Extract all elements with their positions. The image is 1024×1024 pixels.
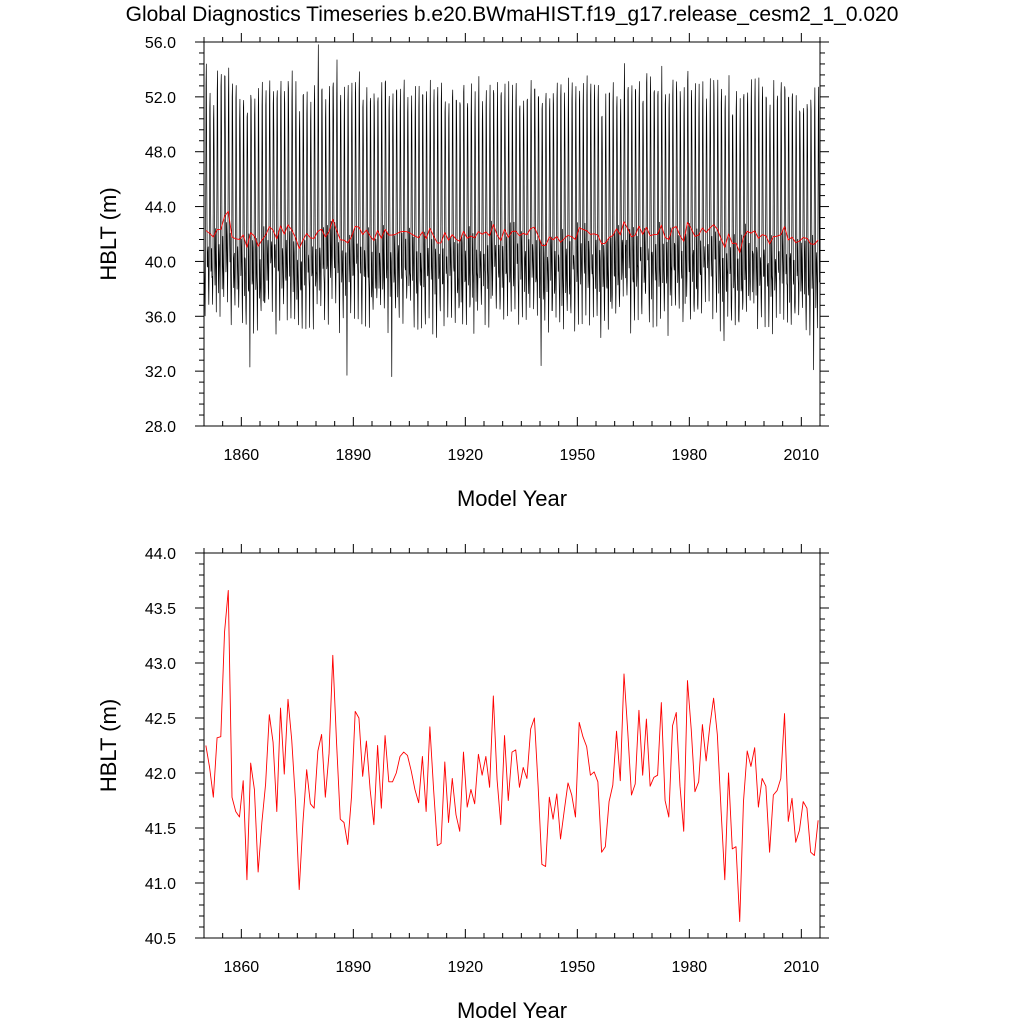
y-tick-label: 32.0: [145, 364, 176, 381]
figure-title: Global Diagnostics Timeseries b.e20.BWma…: [125, 3, 899, 26]
y-axis-label: HBLT (m): [96, 699, 121, 792]
x-tick-label: 1980: [672, 447, 708, 464]
y-tick-label: 41.0: [145, 876, 176, 893]
series-line-annual: [205, 210, 819, 253]
y-tick-label: 48.0: [145, 145, 176, 162]
y-axis-label: HBLT (m): [96, 187, 121, 280]
y-tick-label: 36.0: [145, 309, 176, 326]
y-tick-label: 52.0: [145, 90, 176, 107]
y-tick-label: 40.5: [145, 931, 176, 948]
x-tick-label: 1950: [560, 959, 596, 976]
y-tick-label: 28.0: [145, 419, 176, 436]
x-tick-label: 1890: [336, 959, 372, 976]
plot-frame: [203, 552, 821, 939]
x-axis-label: Model Year: [457, 486, 567, 511]
plot-frame: [203, 41, 821, 427]
x-tick-label: 1860: [224, 447, 260, 464]
y-tick-label: 43.5: [145, 601, 176, 618]
y-tick-label: 44.0: [145, 546, 176, 563]
series-line-monthly: [203, 44, 821, 377]
y-tick-label: 42.5: [145, 711, 176, 728]
x-tick-label: 1920: [448, 447, 484, 464]
series-line-annual: [205, 589, 819, 922]
y-tick-label: 42.0: [145, 766, 176, 783]
x-tick-label: 2010: [784, 959, 820, 976]
x-tick-label: 1980: [672, 959, 708, 976]
x-tick-label: 1890: [336, 447, 372, 464]
x-tick-label: 1860: [224, 959, 260, 976]
top-panel-monthly: 1860 1890 1920 1950 1980 2010 28.0 32.0 36.0 40.0…: [96, 33, 829, 511]
bottom-panel-annual: 1860 1890 1920 1950 1980 2010 40.5 41.0 41.5 42.0…: [96, 544, 829, 1023]
y-tick-label: 41.5: [145, 821, 176, 838]
x-tick-label: 1950: [560, 447, 596, 464]
y-tick-label: 56.0: [145, 35, 176, 52]
y-tick-label: 44.0: [145, 200, 176, 217]
y-tick-label: 43.0: [145, 656, 176, 673]
y-tick-label: 40.0: [145, 254, 176, 271]
x-axis-label: Model Year: [457, 998, 567, 1023]
x-tick-label: 1920: [448, 959, 484, 976]
x-tick-label: 2010: [784, 447, 820, 464]
